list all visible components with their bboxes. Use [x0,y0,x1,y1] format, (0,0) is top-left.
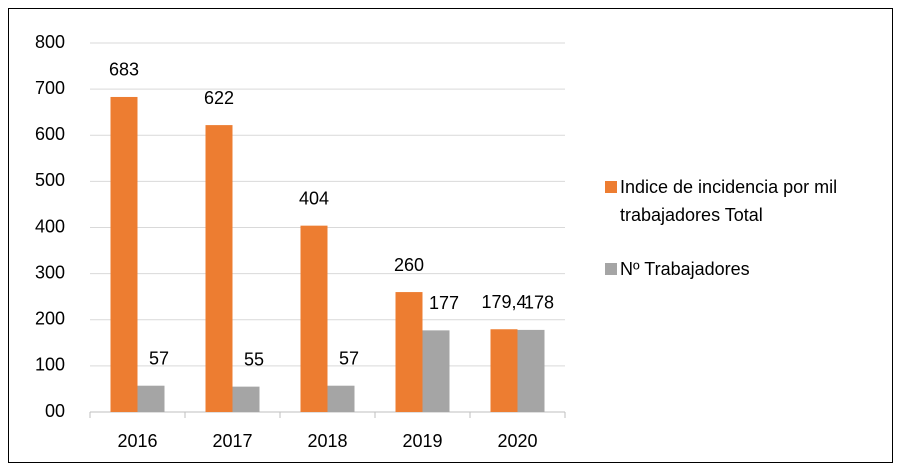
bar [137,385,165,412]
bar [395,292,423,412]
data-label: 683 [109,60,139,80]
data-label: 57 [149,348,169,368]
data-label: 55 [244,349,264,369]
y-tick-label: 100 [35,355,65,375]
y-tick-label: 700 [35,78,65,98]
legend-swatch [605,181,617,193]
legend-swatch [605,263,617,275]
y-tick-label: 200 [35,309,65,329]
x-tick-label: 2018 [307,431,347,451]
data-label: 260 [394,255,424,275]
bar [517,329,545,412]
y-tick-label: 00 [45,401,65,421]
y-tick-label: 400 [35,216,65,236]
data-label: 622 [204,88,234,108]
data-label: 178 [524,293,554,313]
y-tick-label: 800 [35,32,65,52]
x-tick-label: 2016 [117,431,157,451]
bar [327,385,355,412]
legend-label: Nº Trabajadores [620,259,750,279]
x-tick-label: 2017 [212,431,252,451]
y-tick-label: 500 [35,170,65,190]
bar [110,96,138,412]
legend-label: Indice de incidencia por mil trabajadore… [620,177,838,225]
bar [232,386,260,412]
data-label: 57 [339,348,359,368]
data-label: 179,4 [481,292,526,312]
data-label: 177 [429,293,459,313]
bar [422,330,450,412]
y-tick-label: 300 [35,262,65,282]
x-tick-label: 2019 [402,431,442,451]
data-label: 404 [299,188,329,208]
bar [300,225,328,412]
x-tick-label: 2020 [497,431,537,451]
y-tick-label: 600 [35,124,65,144]
bar [205,125,233,412]
bar [490,329,518,412]
